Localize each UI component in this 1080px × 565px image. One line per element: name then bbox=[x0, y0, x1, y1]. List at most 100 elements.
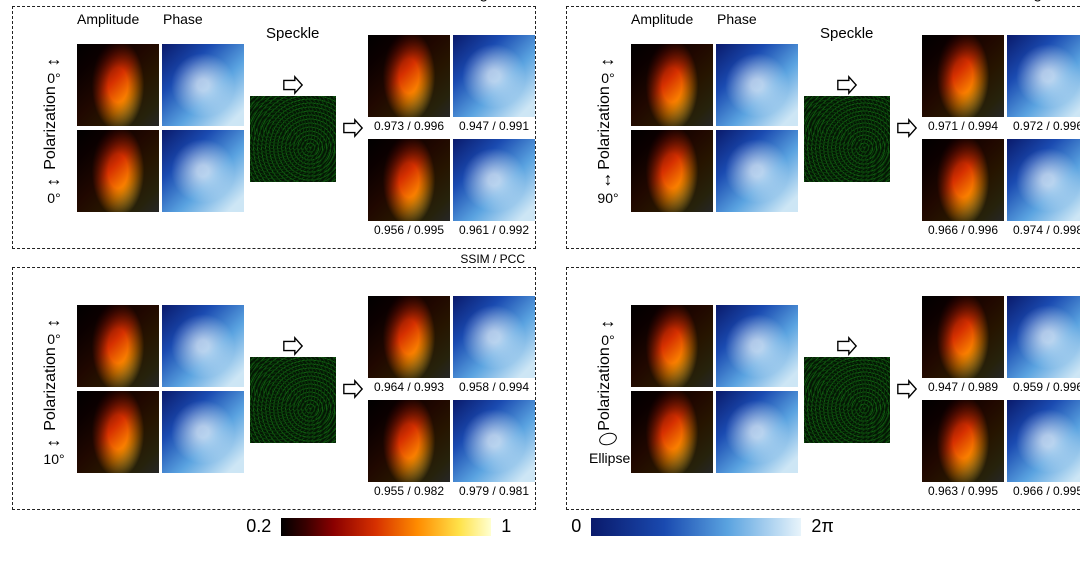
ret-phase-tile: 0.959 / 0.996 bbox=[1007, 296, 1080, 378]
metric-text: 0.973 / 0.996 bbox=[368, 119, 450, 133]
ret-amp-tile: 0.947 / 0.989 bbox=[922, 296, 1004, 378]
gt-header: Ground truths bbox=[635, 0, 733, 3]
ret-amp-tile: 0.971 / 0.994 bbox=[922, 35, 1004, 117]
metric-text: 0.955 / 0.982 bbox=[368, 484, 450, 498]
arrow-h-icon bbox=[35, 169, 73, 190]
gt-amp-tile bbox=[77, 130, 159, 212]
gt-phase-tile bbox=[716, 305, 798, 387]
metric-text: 0.947 / 0.989 bbox=[922, 380, 1004, 394]
ret-amp-tile: 0.973 / 0.996 bbox=[368, 35, 450, 117]
pol-entry: 0° bbox=[589, 311, 627, 348]
gt-header: Ground truths bbox=[81, 0, 179, 3]
gt-amp-tile bbox=[77, 44, 159, 126]
gt-phase-tile bbox=[162, 44, 244, 126]
amp-bar bbox=[281, 518, 491, 536]
ret-header: Retrieved images bbox=[935, 0, 1060, 3]
metric-text: 0.979 / 0.981 bbox=[453, 484, 535, 498]
ret-row: 0.973 / 0.996 0.947 / 0.991 bbox=[368, 35, 535, 117]
amp-header: Amplitude bbox=[77, 11, 139, 27]
pol-text: Ellipse bbox=[589, 450, 630, 466]
polarization-label: Polarization bbox=[596, 347, 614, 431]
arrow-right-icon bbox=[282, 74, 304, 96]
arrow-right-icon bbox=[342, 117, 364, 139]
panel-top-right: Polarization Ground truths Retrieved ima… bbox=[566, 6, 1080, 249]
metric-text: 0.958 / 0.994 bbox=[453, 380, 535, 394]
ret-header: Retrieved images bbox=[381, 0, 506, 3]
gt-phase-tile bbox=[162, 391, 244, 473]
arrow-right-icon bbox=[282, 335, 304, 357]
pol-text: 10° bbox=[43, 451, 64, 467]
gt-row bbox=[77, 44, 244, 126]
arrow-h-icon bbox=[35, 310, 73, 331]
gt-amp-tile bbox=[631, 130, 713, 212]
arrow-right-icon bbox=[836, 335, 858, 357]
gt-block bbox=[77, 44, 244, 212]
gt-amp-tile bbox=[631, 44, 713, 126]
ph-colorbar: 0 2π bbox=[571, 516, 833, 537]
ret-row: 0.956 / 0.995 0.961 / 0.992 bbox=[368, 139, 535, 221]
ph-min: 0 bbox=[571, 516, 581, 537]
panel-bottom-left: Polarization 0° 10° 0.964 / 0.993 0.958 … bbox=[12, 267, 536, 510]
amp-max: 1 bbox=[501, 516, 511, 537]
pol-entry: Ellipse bbox=[589, 433, 627, 466]
ret-phase-tile: 0.961 / 0.992 bbox=[453, 139, 535, 221]
metric-text: 0.961 / 0.992 bbox=[453, 223, 535, 237]
speckle-block bbox=[798, 335, 896, 443]
gt-phase-tile bbox=[716, 130, 798, 212]
arrow-right-icon bbox=[836, 74, 858, 96]
ph-max: 2π bbox=[811, 516, 833, 537]
panel-top-left: Polarization Ground truths Retrieved ima… bbox=[12, 6, 536, 249]
speckle-block bbox=[244, 74, 342, 182]
pol-text: 0° bbox=[47, 190, 60, 206]
polarization-label: Polarization bbox=[42, 86, 60, 170]
gt-phase-tile bbox=[716, 391, 798, 473]
pol-entry: 10° bbox=[35, 430, 73, 467]
metric-text: 0.947 / 0.991 bbox=[453, 119, 535, 133]
pol-text: 0° bbox=[47, 331, 60, 347]
ret-phase-tile: 0.958 / 0.994 bbox=[453, 296, 535, 378]
figure-grid: Polarization Ground truths Retrieved ima… bbox=[0, 0, 1080, 510]
pol-entry: 0° bbox=[35, 310, 73, 347]
ret-phase-tile: 0.979 / 0.981 bbox=[453, 400, 535, 482]
gt-amp-tile bbox=[77, 391, 159, 473]
gt-block bbox=[631, 305, 798, 473]
metric-text: 0.959 / 0.996 bbox=[1007, 380, 1080, 394]
metric-text: 0.971 / 0.994 bbox=[922, 119, 1004, 133]
ret-amp-tile: 0.966 / 0.996 bbox=[922, 139, 1004, 221]
metric-text: 0.964 / 0.993 bbox=[368, 380, 450, 394]
retrieved-block: 0.971 / 0.994 0.972 / 0.996 0.966 / 0.99… bbox=[922, 35, 1080, 221]
gt-row bbox=[77, 130, 244, 212]
ret-amp-tile: 0.964 / 0.993 bbox=[368, 296, 450, 378]
gt-phase-tile bbox=[162, 130, 244, 212]
metric-text: 0.974 / 0.998 bbox=[1007, 223, 1080, 237]
metric-note: SSIM / PCC bbox=[460, 252, 525, 266]
metric-text: 0.956 / 0.995 bbox=[368, 223, 450, 237]
polarization-label: Polarization bbox=[596, 86, 614, 170]
pol-text: 0° bbox=[601, 70, 614, 86]
speckle-tile bbox=[804, 96, 890, 182]
speckle-block bbox=[244, 335, 342, 443]
retrieved-block: 0.947 / 0.989 0.959 / 0.996 0.963 / 0.99… bbox=[922, 296, 1080, 482]
ret-amp-tile: 0.956 / 0.995 bbox=[368, 139, 450, 221]
amp-colorbar: 0.2 1 bbox=[246, 516, 511, 537]
arrow-h-icon bbox=[35, 430, 73, 451]
pol-entry: 0° bbox=[35, 169, 73, 206]
speckle-block bbox=[798, 74, 896, 182]
amp-min: 0.2 bbox=[246, 516, 271, 537]
metric-text: 0.966 / 0.996 bbox=[922, 223, 1004, 237]
pol-text: 90° bbox=[597, 190, 618, 206]
gt-block bbox=[631, 44, 798, 212]
pol-entry: 90° bbox=[589, 169, 627, 206]
gt-amp-tile bbox=[631, 305, 713, 387]
ret-phase-tile: 0.974 / 0.998 bbox=[1007, 139, 1080, 221]
amp-header: Amplitude bbox=[631, 11, 693, 27]
ret-amp-tile: 0.963 / 0.995 bbox=[922, 400, 1004, 482]
retrieved-block: 0.973 / 0.996 0.947 / 0.991 0.956 / 0.99… bbox=[368, 35, 535, 221]
ret-phase-tile: 0.966 / 0.995 bbox=[1007, 400, 1080, 482]
pol-text: 0° bbox=[601, 332, 614, 348]
ph-header: Phase bbox=[163, 11, 203, 27]
speckle-tile bbox=[804, 357, 890, 443]
ret-amp-tile: 0.955 / 0.982 bbox=[368, 400, 450, 482]
gt-block bbox=[77, 305, 244, 473]
metric-text: 0.966 / 0.995 bbox=[1007, 484, 1080, 498]
